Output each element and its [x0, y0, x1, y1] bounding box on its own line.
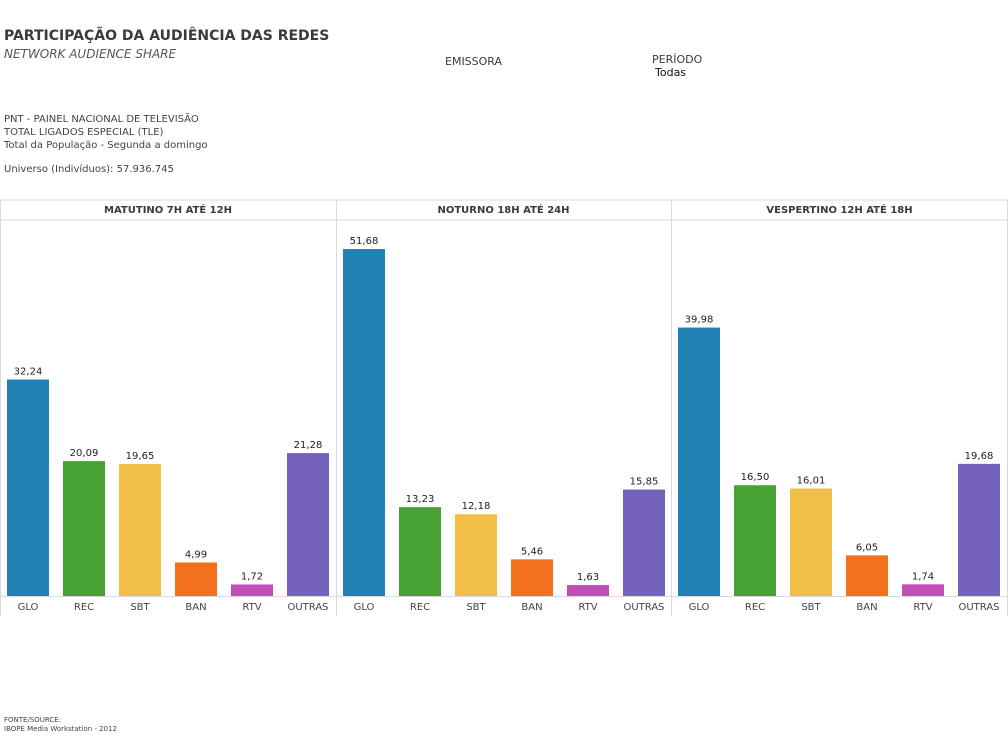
x-tick-label: RTV [242, 602, 261, 613]
universe-count: Universo (Indivíduos): 57.936.745 [4, 164, 174, 175]
bar-rec [399, 507, 441, 596]
x-tick-label: BAN [521, 602, 542, 613]
bar-value-label: 1,74 [912, 571, 934, 582]
periodo-filter-label: PERÍODO [652, 53, 703, 66]
bar-value-label: 16,01 [797, 476, 826, 487]
x-tick-label: OUTRAS [623, 602, 664, 613]
source-label: FONTE/SOURCE: [4, 716, 62, 724]
bar-value-label: 20,09 [70, 448, 99, 459]
bar-rec [63, 461, 105, 596]
x-tick-label: REC [745, 602, 765, 613]
page-title: PARTICIPAÇÃO DA AUDIÊNCIA DAS REDES [4, 28, 330, 44]
bar-value-label: 1,63 [577, 572, 599, 583]
panel-info: PNT - PAINEL NACIONAL DE TELEVISÃO TOTAL… [4, 113, 208, 152]
panel-header-matutino: MATUTINO 7H ATÉ 12H [104, 204, 232, 216]
x-tick-label: SBT [801, 602, 821, 613]
x-tick-label: REC [410, 602, 430, 613]
bar-value-label: 19,65 [126, 451, 155, 462]
bar-value-label: 5,46 [521, 546, 543, 557]
x-tick-label: BAN [185, 602, 206, 613]
bar-rtv [231, 584, 273, 596]
bar-value-label: 1,72 [241, 571, 263, 582]
x-tick-label: RTV [578, 602, 597, 613]
bar-value-label: 19,68 [965, 451, 994, 462]
bar-ban [846, 555, 888, 596]
bar-outras [623, 489, 665, 596]
x-tick-label: REC [74, 602, 94, 613]
source-text: IBOPE Media Workstation - 2012 [4, 725, 117, 733]
bar-ban [175, 562, 217, 596]
panel-header-vespertino: VESPERTINO 12H ATÉ 18H [766, 204, 913, 216]
bar-outras [287, 453, 329, 596]
info-line-population: Total da População - Segunda a domingo [4, 140, 208, 151]
x-tick-label: SBT [130, 602, 150, 613]
bar-outras [958, 463, 1000, 596]
bar-rec [734, 485, 776, 596]
periodo-filter-value[interactable]: Todas [655, 66, 687, 79]
bar-value-label: 39,98 [685, 315, 714, 326]
bar-rtv [902, 584, 944, 596]
x-tick-label: GLO [689, 602, 710, 613]
x-tick-label: OUTRAS [287, 602, 328, 613]
x-tick-label: GLO [354, 602, 375, 613]
bar-value-label: 12,18 [462, 501, 491, 512]
bar-ban [511, 559, 553, 596]
bar-sbt [455, 514, 497, 596]
bar-value-label: 16,50 [741, 472, 770, 483]
bar-sbt [790, 488, 832, 596]
bar-value-label: 4,99 [185, 549, 207, 560]
x-tick-label: RTV [913, 602, 932, 613]
bar-value-label: 21,28 [294, 440, 323, 451]
source-note: FONTE/SOURCE: IBOPE Media Workstation - … [4, 716, 117, 734]
bar-glo [678, 327, 720, 596]
x-tick-label: SBT [466, 602, 486, 613]
bar-rtv [567, 585, 609, 596]
panel-header-noturno: NOTURNO 18H ATÉ 24H [437, 204, 570, 216]
bar-glo [343, 249, 385, 596]
bar-value-label: 32,24 [14, 367, 43, 378]
bar-value-label: 15,85 [630, 477, 659, 488]
x-tick-label: OUTRAS [958, 602, 999, 613]
x-tick-label: GLO [18, 602, 39, 613]
page-subtitle: NETWORK AUDIENCE SHARE [4, 47, 177, 61]
emissora-filter-label[interactable]: EMISSORA [445, 55, 503, 68]
info-line-tle: TOTAL LIGADOS ESPECIAL (TLE) [4, 127, 164, 138]
info-line-pnt: PNT - PAINEL NACIONAL DE TELEVISÃO [4, 114, 199, 125]
bar-value-label: 6,05 [856, 542, 878, 553]
bar-glo [7, 379, 49, 596]
x-tick-label: BAN [856, 602, 877, 613]
bar-value-label: 51,68 [350, 236, 379, 247]
bar-value-label: 13,23 [406, 494, 435, 505]
bar-sbt [119, 464, 161, 596]
